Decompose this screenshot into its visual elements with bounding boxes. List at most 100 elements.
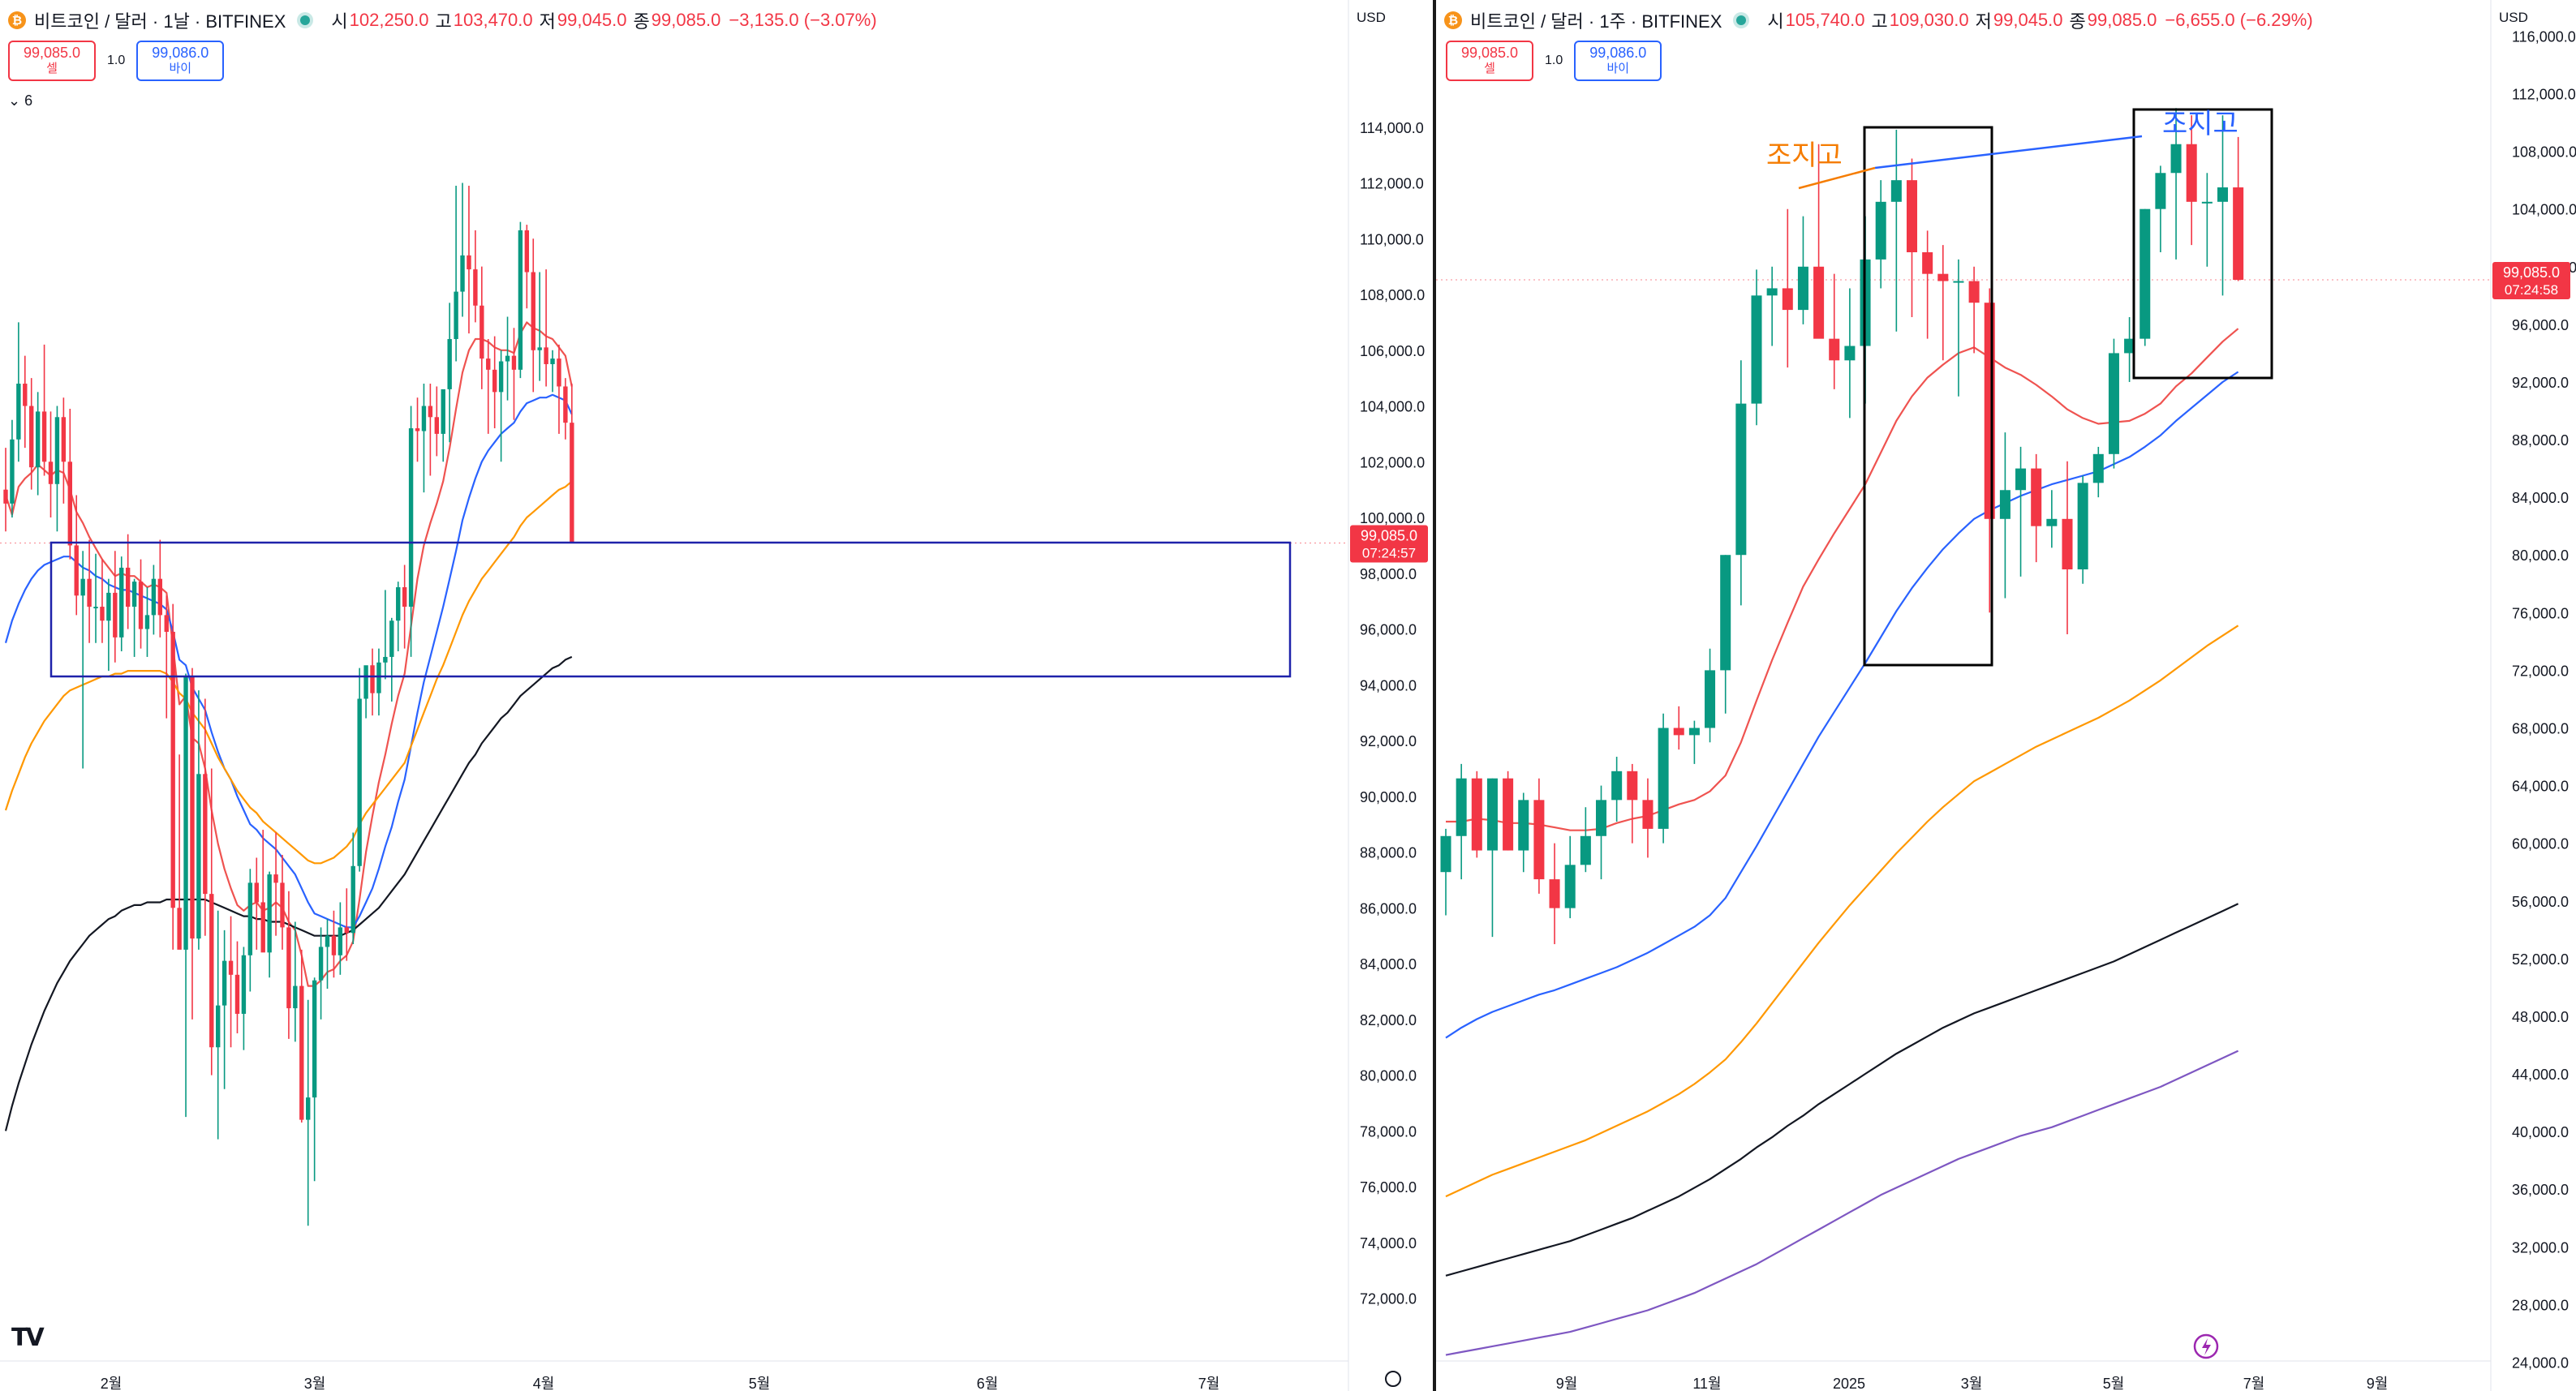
x-tick-label: 5월 [2103,1376,2125,1391]
x-tick-label: 5월 [749,1376,771,1391]
candle-body [2217,187,2229,202]
weekly-chart-panel[interactable]: 116,000.0112,000.0108,000.0104,000.0100,… [1436,0,2576,1391]
x-tick-label: 3월 [1961,1376,1983,1391]
left-buy-button[interactable]: 99,086.0 바이 [136,41,225,81]
right-high-value: 109,030.0 [1889,10,1969,30]
candle-body [1627,771,1638,801]
candle-body [1642,800,1654,829]
left-sell-button[interactable]: 99,085.0 셀 [8,41,96,81]
price-badge [2492,262,2570,300]
candle-body [350,865,355,934]
candle-body [299,985,304,1120]
right-symbol-title[interactable]: 비트코인 / 달러 · 1주 · BITFINEX [1470,11,1722,32]
y-tick-label: 72,000.0 [2512,663,2569,679]
price-badge [1350,525,1428,563]
bolt-icon[interactable] [2193,1333,2219,1359]
candle-body [2062,518,2073,569]
candle-body [151,578,157,616]
candle-body [144,615,150,629]
candle-body [260,902,265,953]
candle-body [1766,288,1778,296]
daily-chart-canvas[interactable]: 114,000.0 112,000.0 110,000.0 108,000.0 106,… [0,0,1433,1391]
y-tick-label: 112,000.0 [1360,176,1424,192]
candle-body [2155,173,2166,209]
candle-body [1456,778,1467,836]
support-zone-box [49,541,1292,678]
candle-body [190,676,195,939]
weekly-chart-canvas[interactable]: 116,000.0112,000.0108,000.0104,000.0100,… [1436,0,2576,1391]
tradingview-logo[interactable]: TV [11,1324,45,1352]
candle-body [2233,187,2244,281]
candle-body [1735,403,1747,556]
left-buy-label: 바이 [169,62,192,75]
candle-body [23,384,28,406]
y-tick-label: 104,000.0 [1360,399,1425,415]
left-currency-label[interactable]: USD [1357,10,1386,25]
x-tick-label: 2025 [1833,1376,1865,1391]
market-open-icon [1736,15,1747,25]
moving-average-line-1 [4,321,573,987]
left-high-label: 고 [435,11,452,32]
candle-body [3,489,8,504]
y-tick-label: 106,000.0 [1360,343,1425,359]
right-sell-button[interactable]: 99,085.0 셀 [1446,41,1533,81]
indicator-toggle[interactable]: ⌄ 6 [8,92,33,109]
candle-body [196,774,201,939]
candle-body [428,406,433,418]
y-tick-label: 40,000.0 [2512,1124,2569,1140]
left-close-value: 99,085.0 [651,10,721,30]
candle-body [1890,180,1902,202]
right-buy-button[interactable]: 99,086.0 바이 [1574,41,1662,81]
left-symbol-title[interactable]: 비트코인 / 달러 · 1날 · BITFINEX [34,11,286,32]
candle-body [1549,879,1560,908]
orange-trendline [1798,166,1876,190]
candle-body [537,347,542,350]
left-spread: 1.0 [107,54,126,67]
annotation-label-1: 조지고 [1766,140,1843,172]
y-tick-label: 90,000.0 [1360,789,1417,805]
right-change-value: −6,655.0 (−6.29%) [2165,10,2313,30]
y-tick-label: 86,000.0 [1360,900,1417,917]
right-high-label: 고 [1871,11,1888,32]
daily-chart-panel[interactable]: 114,000.0 112,000.0 110,000.0 108,000.0 106,… [0,0,1433,1391]
candle-body [370,665,375,693]
candle-body [325,935,330,947]
candle-body [357,698,362,866]
candle-body [203,774,208,895]
candle-body [454,291,458,340]
candle-body [87,578,92,607]
candle-body [1471,778,1482,851]
right-currency-label[interactable]: USD [2499,10,2528,25]
candle-body [1922,252,1933,274]
price-badge-value: 99,085.0 [2503,264,2560,281]
y-tick-label: 112,000.0 [2512,87,2576,103]
candle-body [306,1097,311,1120]
highlight-box-2 [2132,108,2273,380]
y-tick-label: 84,000.0 [2512,490,2569,506]
candle-body [2139,208,2151,339]
right-buy-label: 바이 [1606,62,1630,75]
candle-body [2015,468,2027,491]
candle-body [363,665,368,699]
candle-body [1984,303,1995,519]
candle-body [389,620,394,657]
right-open-label: 시 [1767,11,1784,32]
candle-body [524,230,530,273]
y-tick-label: 78,000.0 [1360,1123,1417,1140]
panel-divider[interactable] [1433,0,1436,1391]
candle-body [234,974,240,1014]
market-open-icon [300,15,311,25]
y-tick-label: 72,000.0 [1360,1291,1417,1307]
left-change-value: −3,135.0 (−3.07%) [729,10,877,30]
candle-body [48,462,54,484]
candle-body [93,607,98,609]
right-sell-label: 셀 [1484,62,1495,75]
candle-body [570,423,574,543]
right-spread: 1.0 [1545,54,1563,67]
right-open-value: 105,740.0 [1785,10,1865,30]
candle-body [1673,728,1684,736]
left-sell-price: 99,085.0 [23,45,81,61]
candle-body [280,882,285,928]
candle-body [518,230,523,370]
y-tick-label: 100,000.0 [1360,510,1425,526]
